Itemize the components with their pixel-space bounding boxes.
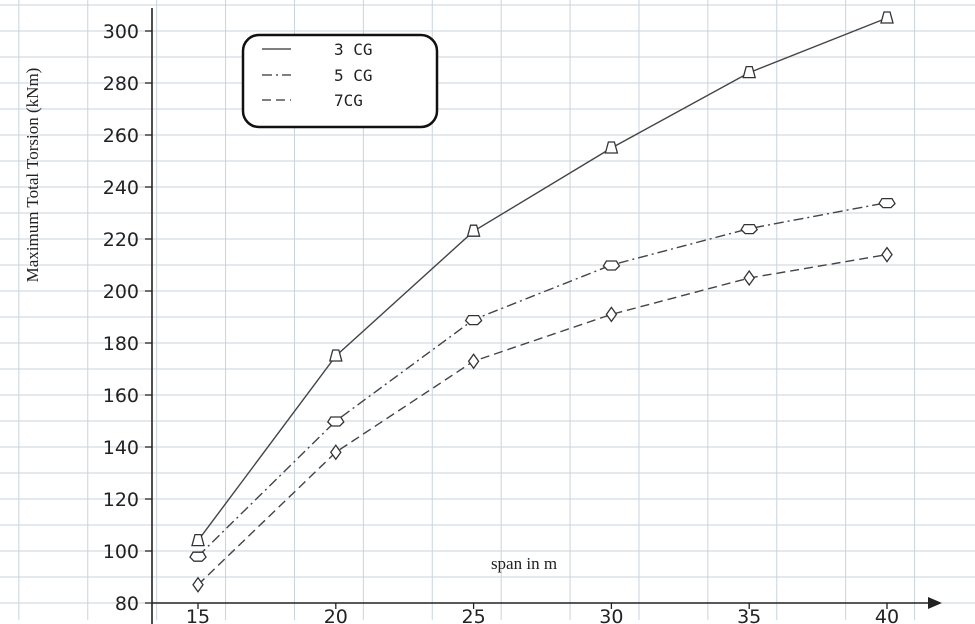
- y-tick-label: 280: [103, 73, 139, 95]
- series-line-7cg: [197, 253, 888, 586]
- legend-box: [241, 33, 439, 129]
- data-point-5cg: [189, 551, 207, 562]
- x-axis-label: span in m: [491, 554, 557, 573]
- data-point-5cg: [464, 314, 483, 326]
- x-tick-label: 35: [737, 606, 761, 624]
- y-tick-label: 260: [103, 125, 139, 147]
- data-point-7cg: [467, 353, 480, 370]
- data-point-7cg: [881, 246, 893, 263]
- y-tick-label: 160: [103, 385, 139, 407]
- data-point-3cg: [742, 65, 757, 79]
- y-tick-label: 200: [103, 281, 139, 303]
- data-point-3cg: [604, 141, 619, 154]
- x-tick-label: 25: [462, 606, 486, 624]
- data-point-3cg: [328, 349, 343, 362]
- data-point-5cg: [326, 416, 345, 427]
- legend-label-5cg: 5 CG: [334, 66, 373, 85]
- axes: [151, 8, 942, 624]
- legend-label-3cg: 3 CG: [334, 40, 373, 59]
- data-point-3cg: [466, 224, 481, 237]
- x-axis-arrowhead: [928, 597, 942, 609]
- x-tick-label: 40: [875, 606, 899, 624]
- series-line-5cg: [197, 201, 888, 557]
- y-tick-label: 240: [103, 177, 139, 199]
- y-axis-label: Maximum Total Torsion (kNm): [23, 68, 42, 283]
- y-tick-label: 80: [115, 593, 139, 615]
- y-tick-label: 300: [103, 21, 139, 43]
- data-point-3cg: [191, 533, 205, 547]
- x-tick-label: 20: [324, 606, 348, 624]
- y-tick-label: 100: [103, 541, 139, 563]
- x-tick-labels: 15 20 25 30 35 40: [186, 603, 899, 624]
- x-tick-label: 30: [599, 606, 623, 624]
- data-point-5cg: [878, 197, 896, 209]
- data-point-7cg: [605, 306, 618, 323]
- legend-label-7cg: 7CG: [334, 91, 363, 110]
- data-point-3cg: [880, 11, 894, 24]
- y-tick-label: 220: [103, 229, 139, 251]
- x-tick-label: 15: [186, 606, 210, 624]
- data-point-7cg: [192, 576, 204, 593]
- y-tick-labels: 80 100 120 140 160 180 200 220 240 260 280 300: [103, 21, 152, 615]
- series-line-3cg: [197, 17, 888, 542]
- series-lines: [189, 11, 896, 593]
- data-point-5cg: [740, 223, 759, 235]
- y-tick-label: 120: [103, 489, 139, 511]
- legend: 3 CG 5 CG 7CG: [241, 33, 439, 129]
- y-tick-label: 180: [103, 333, 139, 355]
- data-point-5cg: [602, 260, 621, 271]
- data-point-7cg: [743, 269, 755, 287]
- y-tick-label: 140: [103, 437, 139, 459]
- data-point-7cg: [330, 444, 342, 461]
